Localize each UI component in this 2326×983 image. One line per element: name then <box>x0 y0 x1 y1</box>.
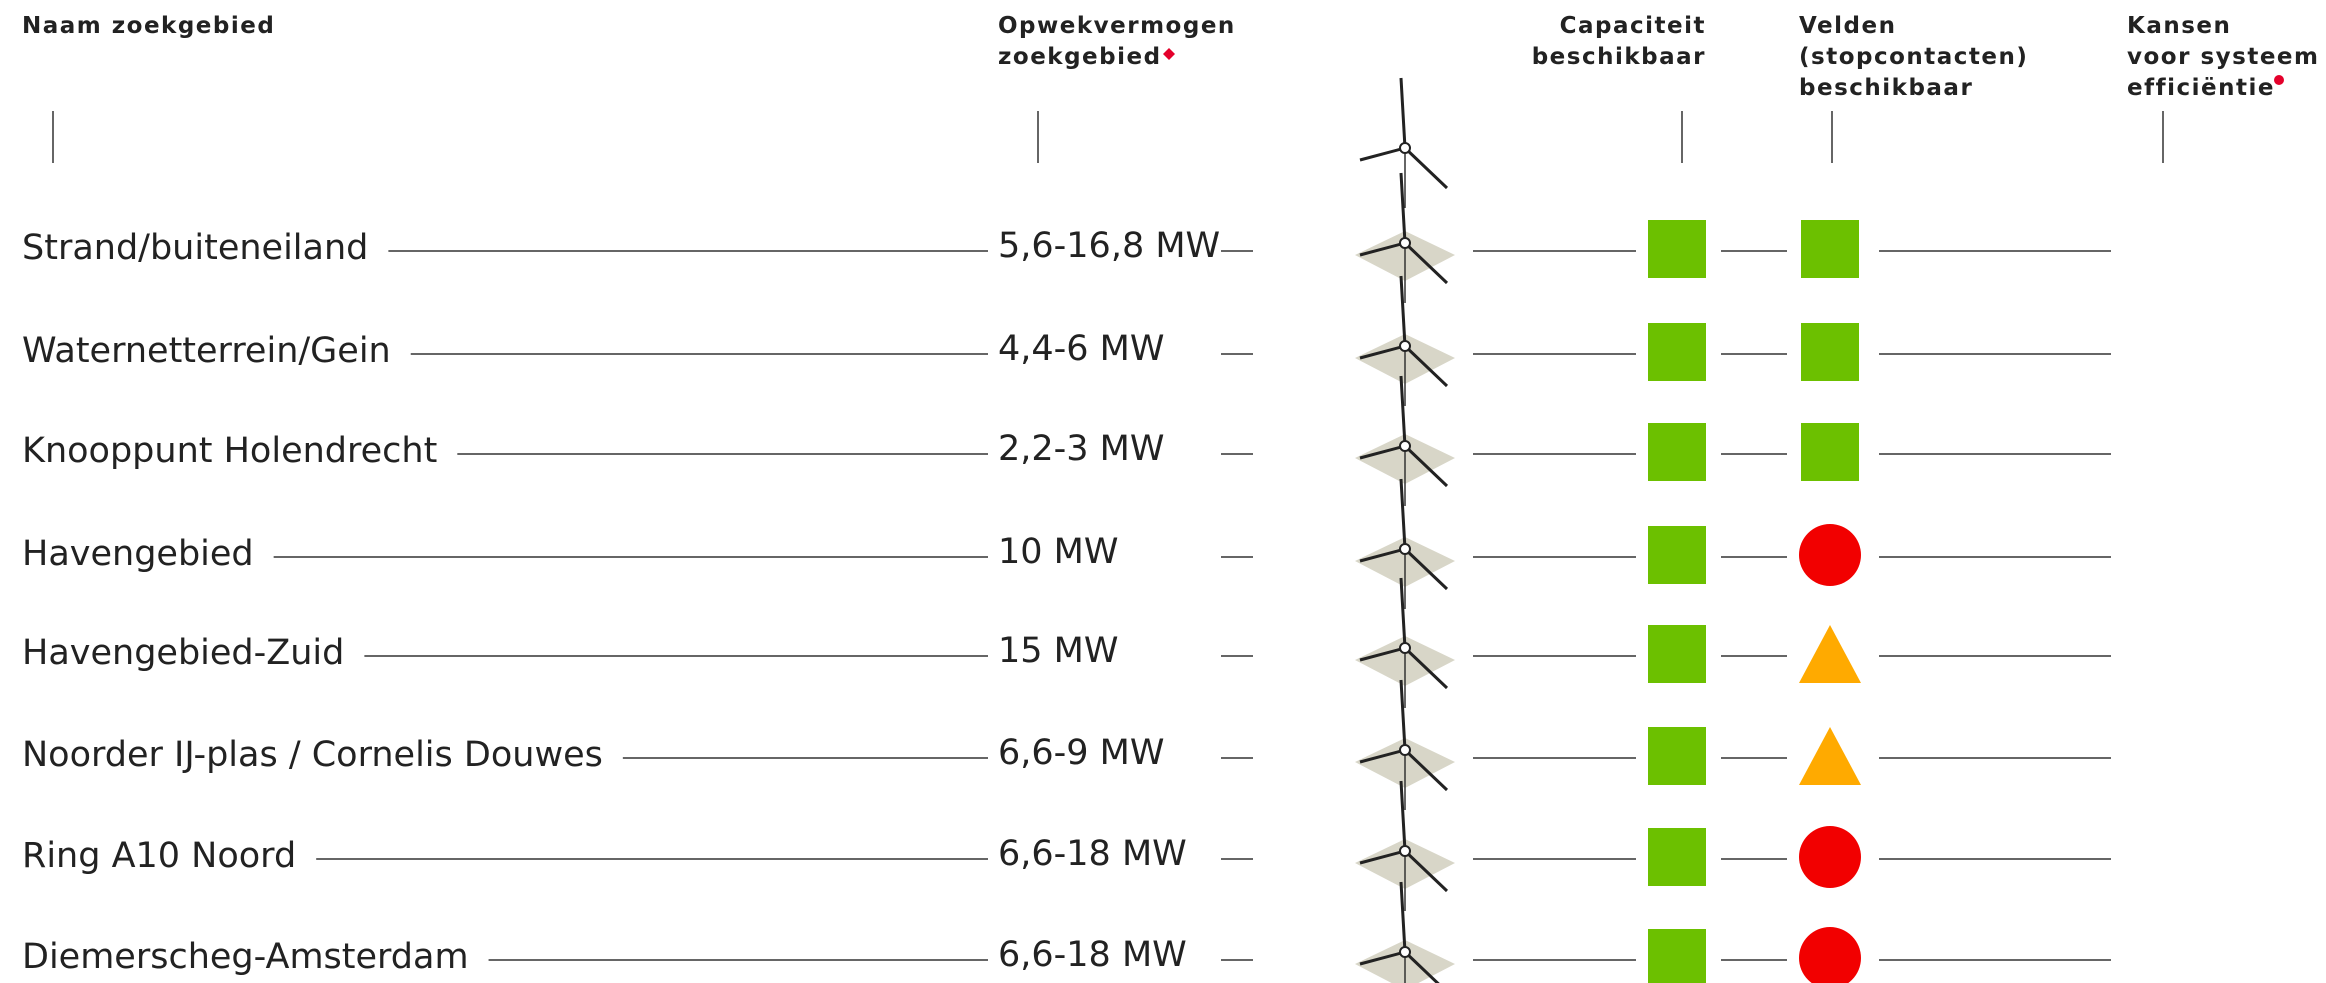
blades <box>1359 780 1449 893</box>
column-header: Naam zoekgebied <box>22 13 275 39</box>
blades <box>1359 881 1440 983</box>
blades <box>1359 478 1449 591</box>
blades <box>1359 375 1449 488</box>
row-name: Waternetterrein/Gein <box>22 331 391 371</box>
status-square <box>1801 323 1859 381</box>
status-circle <box>1799 524 1861 586</box>
blades <box>1359 679 1449 792</box>
row-name: Diemerscheg-Amsterdam <box>22 937 469 977</box>
hub <box>1399 237 1411 249</box>
status-square <box>1648 929 1706 983</box>
row-name: Strand/buiteneiland <box>22 228 368 268</box>
row-power: 4,4-6 MW <box>998 329 1165 369</box>
row-power: 15 MW <box>998 631 1118 671</box>
row-name: Knooppunt Holendrecht <box>22 431 437 471</box>
row-name: Noorder IJ-plas / Cornelis Douwes <box>22 735 603 775</box>
status-circle <box>1799 826 1861 888</box>
row-name: Havengebied <box>22 534 254 574</box>
row-power: 6,6-18 MW <box>998 834 1187 874</box>
column-header: zoekgebied <box>998 44 1162 70</box>
hub <box>1399 642 1411 654</box>
row-power: 6,6-18 MW <box>998 935 1187 975</box>
hub <box>1399 340 1411 352</box>
column-header: beschikbaar <box>1799 75 1973 101</box>
status-square <box>1648 220 1706 278</box>
status-square <box>1648 526 1706 584</box>
hub <box>1399 946 1411 958</box>
column-header: (stopcontacten) <box>1799 44 2028 70</box>
status-triangle <box>1799 727 1861 785</box>
row-name: Havengebied-Zuid <box>22 633 344 673</box>
column-header: beschikbaar <box>1532 44 1706 70</box>
note-marker <box>2274 75 2284 85</box>
row-power: 5,6-16,8 MW <box>998 226 1220 266</box>
status-square <box>1801 423 1859 481</box>
status-square <box>1648 323 1706 381</box>
hub <box>1399 543 1411 555</box>
column-header: Velden <box>1799 13 1896 39</box>
column-header: efficiëntie <box>2127 75 2275 101</box>
status-triangle <box>1799 625 1861 683</box>
status-square <box>1648 727 1706 785</box>
column-header: Kansen <box>2127 13 2231 39</box>
blades <box>1359 275 1449 388</box>
column-header: Opwekvermogen <box>998 13 1236 39</box>
row-name: Ring A10 Noord <box>22 836 296 876</box>
blades <box>1359 577 1449 690</box>
row-power: 6,6-9 MW <box>998 733 1165 773</box>
hub <box>1399 142 1411 154</box>
column-header: voor systeem <box>2127 44 2319 70</box>
hub <box>1399 744 1411 756</box>
blades <box>1359 172 1449 285</box>
status-square <box>1648 625 1706 683</box>
hub <box>1399 440 1411 452</box>
status-square <box>1648 828 1706 886</box>
note-marker <box>1163 48 1175 60</box>
status-square <box>1801 220 1859 278</box>
status-circle <box>1799 927 1861 983</box>
row-power: 10 MW <box>998 532 1118 572</box>
status-square <box>1648 423 1706 481</box>
column-header: Capaciteit <box>1560 13 1706 39</box>
row-power: 2,2-3 MW <box>998 429 1165 469</box>
blades <box>1359 77 1449 190</box>
hub <box>1399 845 1411 857</box>
